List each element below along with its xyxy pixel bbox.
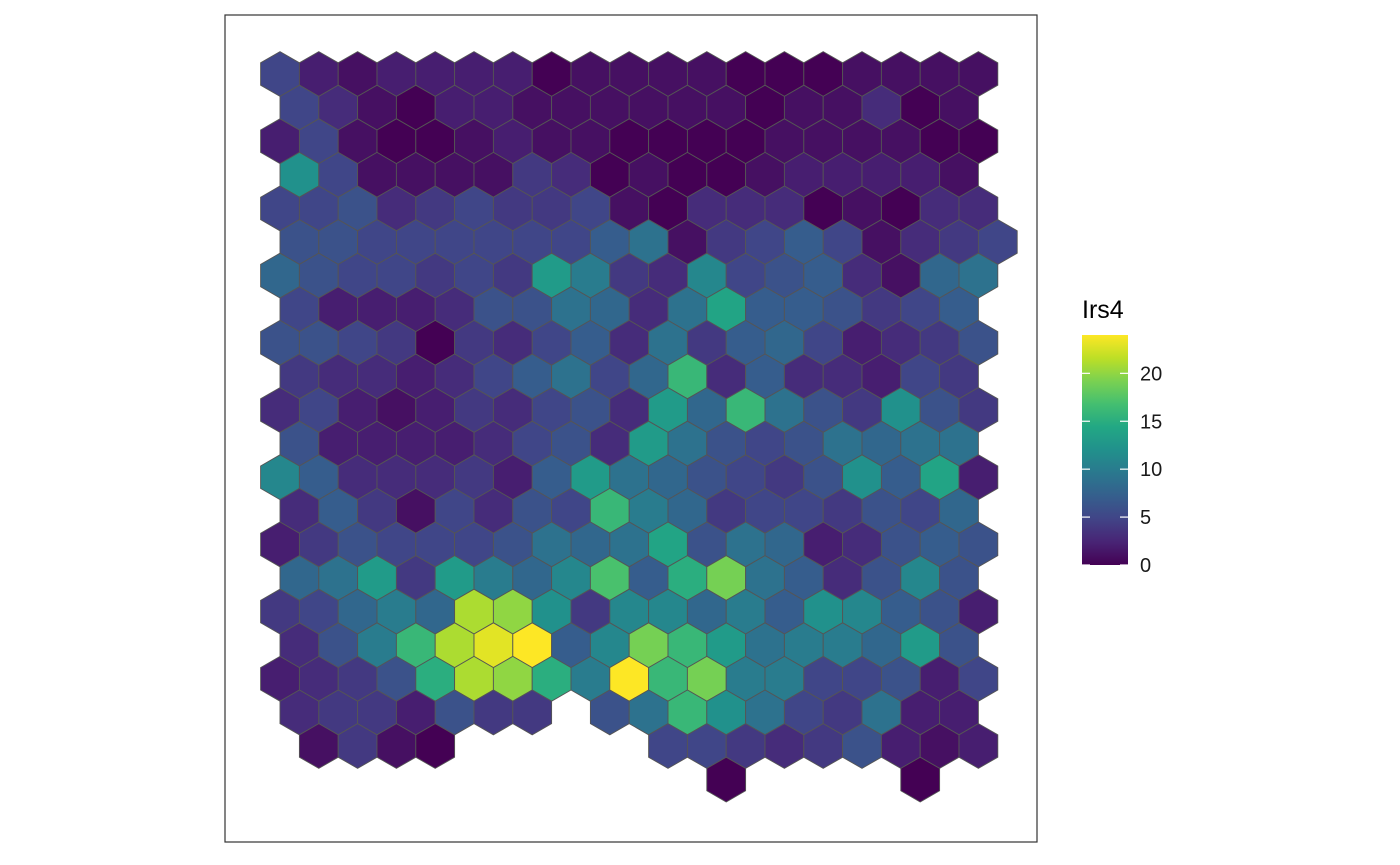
legend-ticks: 0 5 10 15 20 <box>1082 363 1162 577</box>
hex-cell <box>415 723 456 769</box>
legend-title: Irs4 <box>1082 296 1124 324</box>
hex-grid <box>260 51 1018 803</box>
legend-tick-label: 20 <box>1140 363 1162 385</box>
legend-tick-label: 10 <box>1140 459 1162 481</box>
hex-cell <box>512 689 553 736</box>
hex-cell <box>900 756 941 803</box>
legend-tick-label: 0 <box>1140 555 1151 577</box>
legend: Irs4 0 5 10 15 20 <box>1082 296 1162 577</box>
legend-tick-label: 5 <box>1140 507 1151 529</box>
hex-cell <box>958 723 999 769</box>
legend-tick-label: 15 <box>1140 411 1162 433</box>
hex-cell <box>706 756 747 803</box>
legend-colorbar <box>1082 335 1128 565</box>
